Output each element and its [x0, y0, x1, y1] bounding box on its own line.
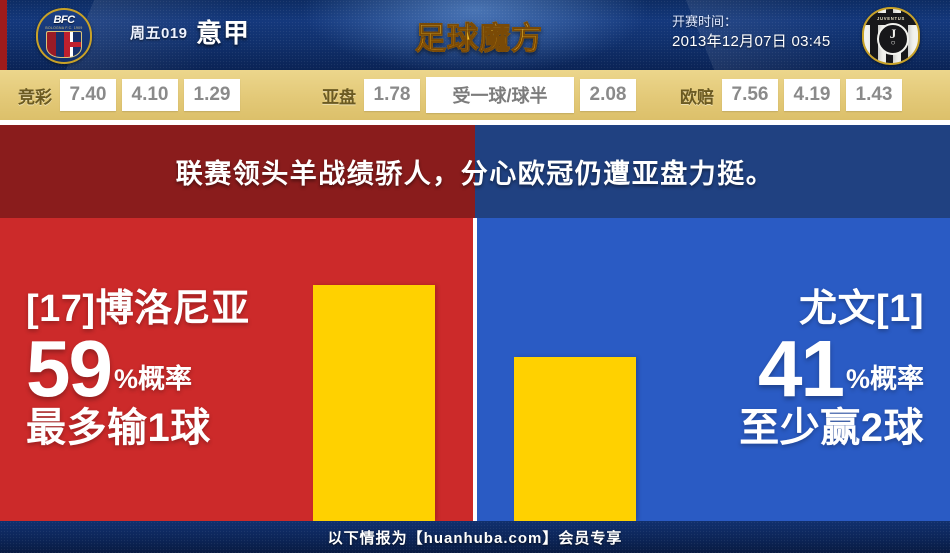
headline-text: 联赛领头羊战绩骄人，分心欧冠仍遭亚盘力挺。 — [175, 159, 775, 189]
bar-away — [514, 356, 636, 521]
odds-group-asian-handicap: 亚盘 1.78 受一球/球半 2.08 — [322, 70, 642, 120]
away-probability-unit: %概率 — [845, 364, 924, 395]
kickoff-label: 开赛时间： — [672, 14, 738, 29]
odds-cell-european-draw[interactable]: 4.19 — [784, 79, 840, 111]
home-team-name: [17]博洛尼亚 — [26, 287, 250, 330]
odds-bar: 竞彩 7.40 4.10 1.29 亚盘 1.78 受一球/球半 2.08 欧赔… — [0, 70, 950, 120]
footer-dot-texture — [0, 521, 950, 553]
divider-white — [0, 120, 950, 125]
kickoff-time-block: 开赛时间： 2013年12月07日 03:45 — [672, 12, 831, 52]
probability-chart: [17]博洛尼亚 59 %概率 最多输1球 尤文[1] 41 %概率 至少赢2球 — [0, 218, 950, 521]
home-probability-row: 59 %概率 — [26, 323, 192, 413]
headline-banner-right-half — [475, 125, 950, 218]
bologna-crest-text: BFC — [53, 14, 75, 26]
match-header: BFC BOLOGNA F.C. 1909 周五019 意甲 足球魔方 开赛时间… — [0, 0, 950, 70]
league-name: 意甲 — [196, 18, 251, 48]
brand-logo: 足球魔方 — [405, 12, 553, 58]
home-probability-unit: %概率 — [113, 364, 192, 395]
odds-cell-asian-away[interactable]: 2.08 — [580, 79, 636, 111]
away-outcome-text: 至少赢2球 — [739, 406, 924, 451]
away-stats-block: 尤文[1] 41 %概率 至少赢2球 — [612, 218, 942, 521]
odds-cell-european-home[interactable]: 7.56 — [722, 79, 778, 111]
home-outcome-text: 最多输1球 — [26, 406, 211, 451]
footer-notice-bar: 以下情报为【huanhuba.com】会员专享 — [0, 521, 950, 553]
odds-label-asian-handicap: 亚盘 — [322, 87, 356, 107]
home-probability-value: 59 — [26, 323, 113, 413]
bar-home — [313, 284, 435, 521]
odds-group-european: 欧赔 7.56 4.19 1.43 — [680, 70, 908, 120]
headline-banner-left-half — [0, 125, 475, 218]
footer-notice-text: 以下情报为【huanhuba.com】会员专享 — [327, 529, 623, 547]
kickoff-datetime: 2013年12月07日 03:45 — [672, 33, 831, 50]
bologna-crest-icon: BFC BOLOGNA F.C. 1909 — [36, 8, 92, 64]
brand-logo-text: 足球魔方 — [415, 13, 543, 58]
odds-label-european: 欧赔 — [680, 87, 714, 107]
away-team-name: 尤文[1] — [799, 287, 924, 330]
match-round-label: 周五019 — [130, 25, 188, 42]
header-dot-texture — [0, 0, 950, 70]
odds-label-jingcai: 竞彩 — [18, 87, 52, 107]
juventus-crest-mono: J — [889, 26, 897, 41]
odds-cell-european-away[interactable]: 1.43 — [846, 79, 902, 111]
away-probability-row: 41 %概率 — [758, 323, 924, 413]
odds-group-jingcai: 竞彩 7.40 4.10 1.29 — [18, 70, 246, 120]
chart-panel-divider — [473, 218, 477, 521]
header-red-accent-bar — [0, 0, 7, 70]
juventus-crest-icon: JUVENTUS J ○ — [862, 7, 920, 65]
home-stats-block: [17]博洛尼亚 59 %概率 最多输1球 — [8, 218, 338, 521]
odds-cell-jingcai-away[interactable]: 1.29 — [184, 79, 240, 111]
bologna-crest-subtext: BOLOGNA F.C. 1909 — [45, 26, 83, 30]
odds-cell-jingcai-draw[interactable]: 4.10 — [122, 79, 178, 111]
odds-cell-asian-line[interactable]: 受一球/球半 — [426, 77, 574, 113]
headline-banner: 联赛领头羊战绩骄人，分心欧冠仍遭亚盘力挺。 — [0, 125, 950, 218]
away-probability-value: 41 — [758, 323, 845, 413]
odds-cell-jingcai-home[interactable]: 7.40 — [60, 79, 116, 111]
odds-cell-asian-home[interactable]: 1.78 — [364, 79, 420, 111]
juventus-crest-text: JUVENTUS — [877, 16, 905, 21]
